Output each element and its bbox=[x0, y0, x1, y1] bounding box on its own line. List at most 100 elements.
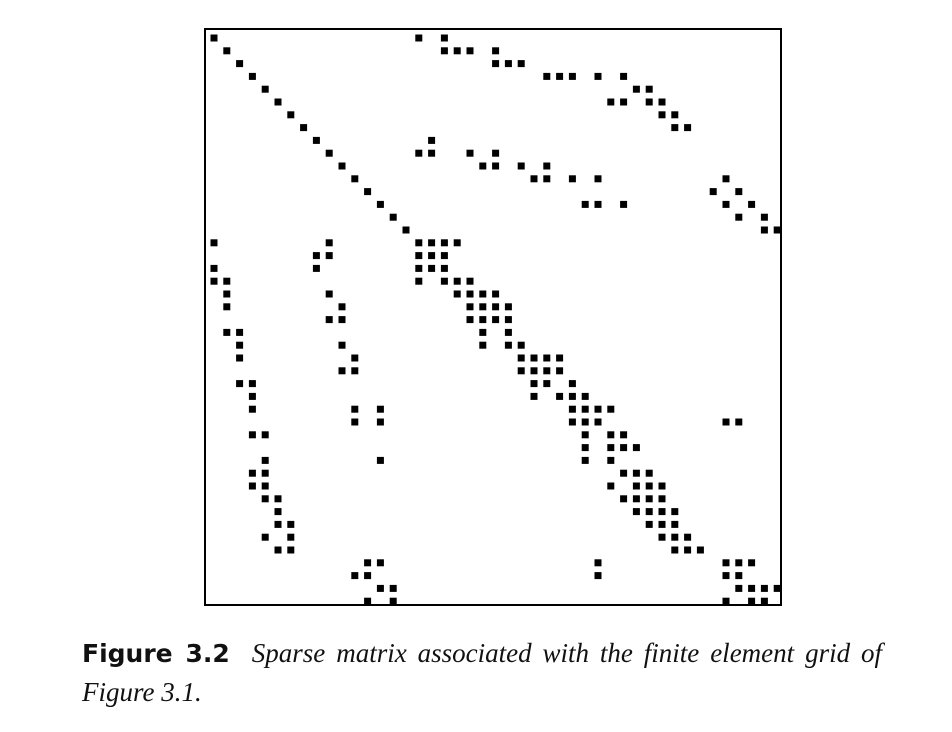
nonzero-entry bbox=[645, 85, 653, 93]
nonzero-entry bbox=[658, 508, 666, 516]
nonzero-entry bbox=[440, 34, 448, 42]
nonzero-entry bbox=[492, 162, 500, 170]
nonzero-entry bbox=[773, 584, 780, 592]
nonzero-entry bbox=[620, 200, 628, 208]
nonzero-entry bbox=[632, 469, 640, 477]
nonzero-entry bbox=[453, 239, 461, 247]
nonzero-entry bbox=[376, 418, 384, 426]
nonzero-entry bbox=[274, 508, 282, 516]
nonzero-entry bbox=[568, 392, 576, 400]
nonzero-entry bbox=[312, 264, 320, 272]
nonzero-entry bbox=[479, 328, 487, 336]
nonzero-entry bbox=[428, 252, 436, 260]
nonzero-entry bbox=[581, 431, 589, 439]
nonzero-entry bbox=[223, 277, 231, 285]
nonzero-entry bbox=[568, 380, 576, 388]
nonzero-entry bbox=[492, 303, 500, 311]
nonzero-entry bbox=[325, 316, 333, 324]
nonzero-entry bbox=[312, 252, 320, 260]
nonzero-entry bbox=[735, 418, 743, 426]
nonzero-entry bbox=[428, 149, 436, 157]
nonzero-entry bbox=[543, 367, 551, 375]
nonzero-entry bbox=[568, 418, 576, 426]
nonzero-entry bbox=[748, 559, 756, 567]
nonzero-entry bbox=[338, 341, 346, 349]
nonzero-entry bbox=[248, 380, 256, 388]
nonzero-entry bbox=[466, 47, 474, 55]
nonzero-entry bbox=[415, 277, 423, 285]
nonzero-entry bbox=[748, 584, 756, 592]
nonzero-entry bbox=[632, 495, 640, 503]
nonzero-entry bbox=[658, 520, 666, 528]
nonzero-entry bbox=[709, 188, 717, 196]
nonzero-entry bbox=[581, 392, 589, 400]
nonzero-entry bbox=[236, 354, 244, 362]
nonzero-entry bbox=[492, 149, 500, 157]
nonzero-entry bbox=[376, 200, 384, 208]
nonzero-entry bbox=[261, 431, 269, 439]
nonzero-entry bbox=[671, 533, 679, 541]
nonzero-entry bbox=[351, 405, 359, 413]
nonzero-entry bbox=[658, 533, 666, 541]
nonzero-entry bbox=[274, 546, 282, 554]
nonzero-entry bbox=[287, 111, 295, 119]
nonzero-entry bbox=[620, 444, 628, 452]
nonzero-entry bbox=[645, 469, 653, 477]
nonzero-entry bbox=[607, 456, 615, 464]
nonzero-entry bbox=[594, 175, 602, 183]
nonzero-entry bbox=[389, 597, 397, 604]
nonzero-entry bbox=[351, 418, 359, 426]
nonzero-entry bbox=[607, 482, 615, 490]
nonzero-entry bbox=[556, 392, 564, 400]
nonzero-entry bbox=[543, 162, 551, 170]
nonzero-entry bbox=[530, 380, 538, 388]
nonzero-entry bbox=[735, 559, 743, 567]
nonzero-entry bbox=[364, 188, 372, 196]
nonzero-entry bbox=[236, 60, 244, 68]
nonzero-entry bbox=[760, 597, 768, 604]
nonzero-entry bbox=[223, 303, 231, 311]
nonzero-entry bbox=[492, 316, 500, 324]
nonzero-entry bbox=[620, 469, 628, 477]
nonzero-entry bbox=[376, 456, 384, 464]
nonzero-entry bbox=[722, 418, 730, 426]
nonzero-entry bbox=[453, 277, 461, 285]
nonzero-entry bbox=[338, 303, 346, 311]
nonzero-entry bbox=[722, 597, 730, 604]
nonzero-entry bbox=[568, 405, 576, 413]
nonzero-entry bbox=[261, 469, 269, 477]
nonzero-entry bbox=[607, 405, 615, 413]
nonzero-entry bbox=[440, 264, 448, 272]
nonzero-entry bbox=[248, 469, 256, 477]
nonzero-entry bbox=[517, 60, 525, 68]
nonzero-entry bbox=[325, 149, 333, 157]
nonzero-entry bbox=[287, 546, 295, 554]
nonzero-entry bbox=[658, 111, 666, 119]
nonzero-entry bbox=[261, 533, 269, 541]
nonzero-entry bbox=[671, 520, 679, 528]
nonzero-entry bbox=[632, 85, 640, 93]
nonzero-entry bbox=[504, 341, 512, 349]
nonzero-entry bbox=[440, 47, 448, 55]
nonzero-entry bbox=[248, 72, 256, 80]
nonzero-entry bbox=[722, 200, 730, 208]
nonzero-entry bbox=[492, 60, 500, 68]
nonzero-entry bbox=[568, 175, 576, 183]
nonzero-entry bbox=[440, 277, 448, 285]
nonzero-entry bbox=[504, 60, 512, 68]
nonzero-entry bbox=[735, 213, 743, 221]
nonzero-entry bbox=[760, 226, 768, 234]
nonzero-entry bbox=[620, 431, 628, 439]
nonzero-entry bbox=[504, 303, 512, 311]
nonzero-entry bbox=[773, 226, 780, 234]
nonzero-entry bbox=[645, 508, 653, 516]
nonzero-entry bbox=[671, 111, 679, 119]
nonzero-entry bbox=[594, 72, 602, 80]
nonzero-entry bbox=[440, 239, 448, 247]
nonzero-entry bbox=[517, 162, 525, 170]
nonzero-entry bbox=[351, 572, 359, 580]
nonzero-entry bbox=[696, 546, 704, 554]
nonzero-entry bbox=[645, 482, 653, 490]
nonzero-entry bbox=[428, 264, 436, 272]
nonzero-entry bbox=[684, 546, 692, 554]
